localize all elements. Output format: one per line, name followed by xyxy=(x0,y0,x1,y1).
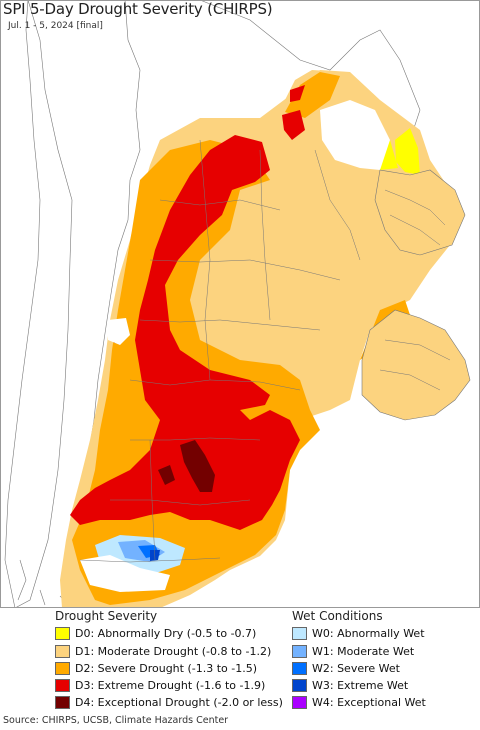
legend-label-w2: W2: Severe Wet xyxy=(312,662,400,675)
source-credit: Source: CHIRPS, UCSB, Climate Hazards Ce… xyxy=(3,715,229,726)
region-d4b xyxy=(158,465,175,485)
legend-label-w4: W4: Exceptional Wet xyxy=(312,696,426,709)
legend-item-d4: D4: Exceptional Drought (-2.0 or less) xyxy=(55,695,283,710)
legend-label-d4: D4: Exceptional Drought (-2.0 or less) xyxy=(75,696,283,709)
region-d0 xyxy=(395,128,420,175)
swatch-d0 xyxy=(55,627,70,640)
page-subtitle: Jul. 1 - 5, 2024 [final] xyxy=(8,21,103,31)
legend: Drought Severity Wet Conditions D0: Abno… xyxy=(0,608,480,712)
region-d4 xyxy=(180,440,215,492)
legend-label-w1: W1: Moderate Wet xyxy=(312,645,415,658)
legend-label-w0: W0: Abnormally Wet xyxy=(312,627,425,640)
swatch-w1 xyxy=(292,645,307,658)
legend-label-d0: D0: Abnormally Dry (-0.5 to -0.7) xyxy=(75,627,257,640)
legend-label-d3: D3: Extreme Drought (-1.6 to -1.9) xyxy=(75,679,266,692)
uruguay-outline xyxy=(361,309,471,421)
legend-label-d2: D2: Severe Drought (-1.3 to -1.5) xyxy=(75,662,258,675)
page-title: SPI 5-Day Drought Severity (CHIRPS) xyxy=(3,0,273,18)
swatch-w4 xyxy=(292,696,307,709)
legend-item-w2: W2: Severe Wet xyxy=(292,661,400,676)
legend-item-d3: D3: Extreme Drought (-1.6 to -1.9) xyxy=(55,678,265,693)
bolivia-outline xyxy=(199,0,421,171)
legend-item-d0: D0: Abnormally Dry (-0.5 to -0.7) xyxy=(55,626,256,641)
region-d2-north xyxy=(285,72,340,118)
legend-item-w1: W1: Moderate Wet xyxy=(292,644,414,659)
legend-item-d1: D1: Moderate Drought (-0.8 to -1.2) xyxy=(55,644,271,659)
swatch-d4 xyxy=(55,696,70,709)
legend-item-d2: D2: Severe Drought (-1.3 to -1.5) xyxy=(55,661,257,676)
swatch-w3 xyxy=(292,679,307,692)
region-normal-west xyxy=(108,318,130,345)
legend-item-w0: W0: Abnormally Wet xyxy=(292,626,425,641)
region-normal-paraguay xyxy=(320,100,390,170)
region-d3-north2 xyxy=(282,110,305,140)
legend-item-w4: W4: Exceptional Wet xyxy=(292,695,426,710)
swatch-w0 xyxy=(292,627,307,640)
legend-drought-title: Drought Severity xyxy=(55,609,158,623)
province-borders xyxy=(79,139,451,563)
legend-wet-title: Wet Conditions xyxy=(292,609,383,623)
region-d3 xyxy=(70,135,300,530)
legend-item-w3: W3: Extreme Wet xyxy=(292,678,408,693)
region-d3-north xyxy=(290,85,305,102)
legend-label-w3: W3: Extreme Wet xyxy=(312,679,409,692)
swatch-d3 xyxy=(55,679,70,692)
drought-map xyxy=(0,0,480,608)
brazil-outline xyxy=(374,169,466,256)
chile-outline xyxy=(4,0,73,608)
swatch-d1 xyxy=(55,645,70,658)
swatch-w2 xyxy=(292,662,307,675)
swatch-d2 xyxy=(55,662,70,675)
legend-label-d1: D1: Moderate Drought (-0.8 to -1.2) xyxy=(75,645,272,658)
region-normal-south xyxy=(80,555,170,592)
